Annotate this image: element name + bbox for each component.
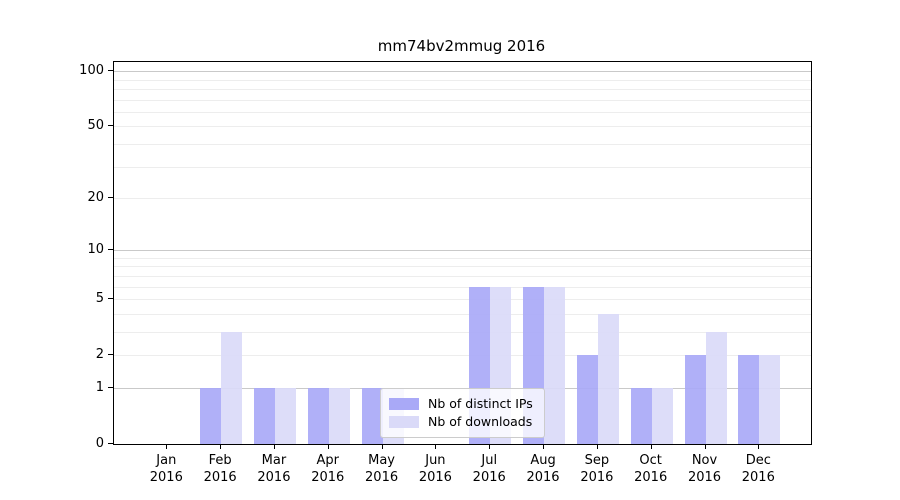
- x-tick-label: Dec 2016: [741, 453, 775, 485]
- x-tick-label: May 2016: [365, 453, 399, 485]
- y-tick-label: 10: [87, 242, 104, 258]
- minor-gridline: [114, 89, 811, 91]
- minor-gridline: [114, 126, 811, 128]
- y-tick-mark: [108, 353, 113, 355]
- y-tick-mark: [108, 70, 113, 72]
- bar-downloads: [328, 388, 350, 444]
- bar-distinct-ips: [253, 388, 275, 444]
- major-gridline: [114, 71, 811, 73]
- minor-gridline: [114, 286, 811, 288]
- x-tick-mark: [758, 444, 760, 449]
- x-tick-label: Feb 2016: [203, 453, 237, 485]
- x-tick-mark: [435, 444, 437, 449]
- y-tick-label: 20: [87, 189, 104, 205]
- chart-title: mm74bv2mmug 2016: [377, 37, 546, 55]
- x-tick-label: Jul 2016: [472, 453, 506, 485]
- x-tick-mark: [704, 444, 706, 449]
- minor-gridline: [114, 354, 811, 356]
- legend-row-downloads: Nb of downloads: [389, 413, 536, 431]
- bar-distinct-ips: [738, 355, 760, 444]
- y-tick-mark: [108, 196, 113, 198]
- minor-gridline: [114, 166, 811, 168]
- x-tick-label: Apr 2016: [311, 453, 345, 485]
- major-gridline: [114, 250, 811, 252]
- x-tick-mark: [489, 444, 491, 449]
- y-tick-mark: [108, 442, 113, 444]
- minor-gridline: [114, 257, 811, 259]
- minor-gridline: [114, 275, 811, 277]
- plot-area: [113, 61, 812, 445]
- x-tick-label: Sep 2016: [580, 453, 614, 485]
- minor-gridline: [114, 266, 811, 268]
- x-tick-mark: [596, 444, 598, 449]
- x-tick-label: Oct 2016: [634, 453, 668, 485]
- x-tick-label: Jan 2016: [149, 453, 183, 485]
- y-tick-label: 50: [87, 118, 104, 134]
- legend-label-downloads: Nb of downloads: [428, 414, 533, 429]
- bar-distinct-ips: [200, 388, 222, 444]
- bar-distinct-ips: [361, 388, 383, 444]
- x-tick-mark: [381, 444, 383, 449]
- x-tick-mark: [543, 444, 545, 449]
- minor-gridline: [114, 197, 811, 199]
- bar-downloads: [544, 287, 566, 444]
- legend-label-distinct-ips: Nb of distinct IPs: [428, 396, 533, 411]
- y-tick-label: 0: [95, 435, 104, 451]
- x-tick-mark: [273, 444, 275, 449]
- minor-gridline: [114, 99, 811, 101]
- bar-downloads: [274, 388, 296, 444]
- bar-downloads: [651, 388, 673, 444]
- x-tick-mark: [650, 444, 652, 449]
- x-tick-label: Nov 2016: [687, 453, 722, 485]
- bar-downloads: [597, 314, 619, 444]
- x-tick-mark: [327, 444, 329, 449]
- minor-gridline: [114, 79, 811, 81]
- minor-gridline: [114, 144, 811, 145]
- legend-row-distinct-ips: Nb of distinct IPs: [389, 395, 536, 413]
- minor-gridline: [114, 313, 811, 315]
- y-tick-mark: [108, 125, 113, 127]
- bar-distinct-ips: [576, 355, 598, 444]
- bar-downloads: [759, 355, 781, 444]
- y-tick-label: 100: [79, 63, 104, 79]
- bar-distinct-ips: [684, 355, 706, 444]
- y-tick-mark: [108, 386, 113, 388]
- y-tick-label: 2: [95, 346, 104, 362]
- distinct-ips-swatch-icon: [389, 398, 419, 410]
- y-tick-label: 1: [95, 379, 104, 395]
- y-tick-mark: [108, 249, 113, 251]
- bar-distinct-ips: [307, 388, 329, 444]
- x-tick-mark: [220, 444, 222, 449]
- bar-distinct-ips: [630, 388, 652, 444]
- minor-gridline: [114, 298, 811, 300]
- y-tick-mark: [108, 297, 113, 299]
- bar-downloads: [221, 332, 243, 444]
- minor-gridline: [114, 331, 811, 333]
- x-tick-label: Aug 2016: [526, 453, 560, 485]
- x-tick-label: Mar 2016: [257, 453, 291, 485]
- downloads-swatch-icon: [389, 416, 419, 428]
- legend: Nb of distinct IPs Nb of downloads: [380, 388, 545, 438]
- x-tick-mark: [166, 444, 168, 449]
- minor-gridline: [114, 111, 811, 113]
- bar-downloads: [705, 332, 727, 444]
- y-tick-label: 5: [95, 290, 104, 306]
- x-tick-label: Jun 2016: [418, 453, 452, 485]
